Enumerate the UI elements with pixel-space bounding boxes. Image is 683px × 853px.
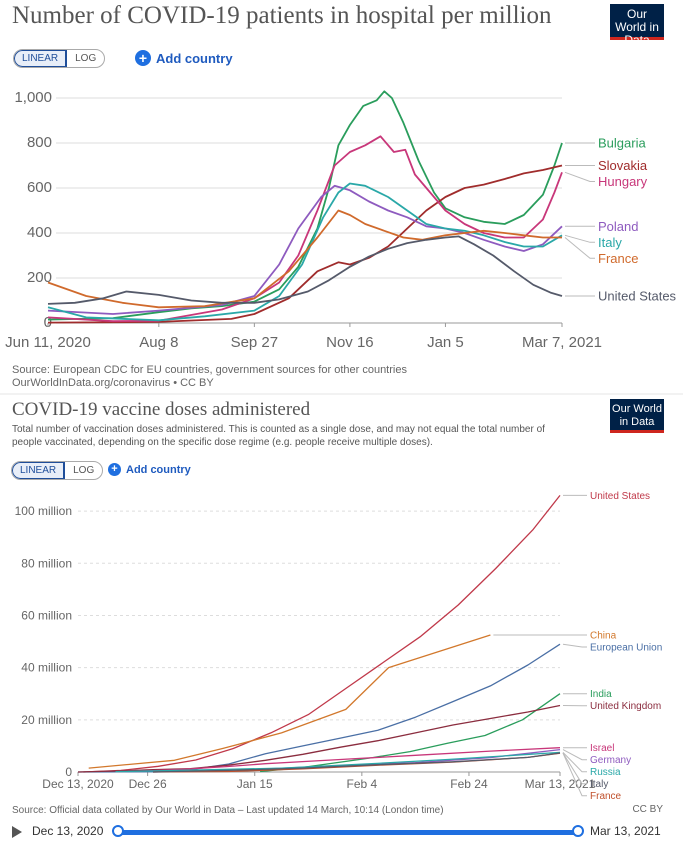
x-tick-label: Nov 16: [326, 334, 374, 351]
series-line-united-states[interactable]: [47, 235, 563, 305]
series-label[interactable]: France: [590, 791, 622, 800]
scale-toggle: LINEAR LOG: [11, 461, 104, 480]
y-tick-label: 100 million: [15, 504, 72, 518]
series-label[interactable]: United Kingdom: [590, 701, 661, 712]
hospital-line-chart[interactable]: 0 200 400 600 800 1,000 Jun 11, 2020 Aug 8 Sep 2…: [0, 0, 683, 360]
x-tick-label: Jan 15: [237, 777, 273, 791]
series-label[interactable]: Germany: [590, 755, 631, 766]
series-label[interactable]: Slovakia: [598, 158, 648, 173]
series-label[interactable]: China: [590, 631, 617, 642]
x-tick-label: Jan 5: [427, 334, 464, 351]
legend-leader-line: [564, 237, 595, 259]
series-label[interactable]: Italy: [590, 779, 608, 790]
panel-divider: [0, 393, 683, 395]
x-tick-label: Dec 26: [129, 777, 167, 791]
y-tick-label: 600: [27, 179, 52, 196]
legend-leader-line: [562, 752, 587, 797]
scale-toggle: LINEAR LOG: [13, 49, 106, 68]
timeline-start-handle[interactable]: [112, 825, 124, 837]
x-tick-label: Aug 8: [139, 334, 178, 351]
plus-icon: +: [135, 50, 151, 66]
hospital-chart-panel: Number of COVID-19 patients in hospital …: [0, 0, 683, 395]
play-icon[interactable]: [12, 826, 22, 838]
series-label[interactable]: India: [590, 689, 612, 700]
series-label[interactable]: European Union: [590, 643, 662, 654]
series-label[interactable]: Bulgaria: [598, 136, 646, 151]
series-label[interactable]: Israel: [590, 743, 614, 754]
series-line-india[interactable]: [260, 693, 561, 773]
series-line-russia[interactable]: [115, 751, 561, 773]
x-tick-label: Mar 7, 2021: [522, 334, 602, 351]
owid-logo[interactable]: Our World in Data: [610, 399, 664, 433]
x-tick-label: Dec 13, 2020: [42, 777, 114, 791]
timeline-track[interactable]: [118, 830, 578, 835]
vaccine-line-chart[interactable]: 0 20 million 40 million 60 million 80 millio…: [0, 395, 683, 800]
series-line-slovakia[interactable]: [47, 164, 563, 324]
series-line-european-union[interactable]: [77, 643, 561, 773]
x-tick-label: Feb 4: [347, 777, 378, 791]
y-tick-label: 60 million: [21, 608, 72, 622]
series-line-bulgaria[interactable]: [47, 90, 563, 321]
x-tick-label: Sep 27: [231, 334, 279, 351]
add-country-button[interactable]: + Add country: [108, 463, 191, 476]
series-label[interactable]: France: [598, 251, 638, 266]
y-tick-label: 0: [65, 765, 72, 779]
license-label[interactable]: CC BY: [632, 804, 663, 815]
series-line-france[interactable]: [47, 209, 562, 309]
add-country-label: Add country: [156, 50, 233, 66]
source-note: Source: Official data collated by Our Wo…: [12, 805, 444, 816]
y-tick-label: 20 million: [21, 713, 72, 727]
plus-icon: +: [108, 463, 121, 476]
timeline-end-handle[interactable]: [572, 825, 584, 837]
y-tick-label: 400: [27, 224, 52, 241]
series-line-china[interactable]: [88, 634, 491, 769]
series-label[interactable]: Italy: [598, 235, 622, 250]
timeline-start-label: Dec 13, 2020: [32, 824, 104, 838]
source-link[interactable]: OurWorldInData.org/coronavirus • CC BY: [12, 377, 214, 389]
add-country-label: Add country: [126, 463, 191, 476]
log-scale-button[interactable]: LOG: [75, 53, 97, 64]
add-country-button[interactable]: + Add country: [135, 50, 233, 66]
series-label[interactable]: United States: [590, 491, 650, 502]
owid-logo[interactable]: Our World in Data: [610, 4, 664, 47]
x-tick-label: Jun 11, 2020: [5, 334, 91, 351]
y-tick-label: 0: [44, 314, 52, 331]
series-line-germany[interactable]: [152, 748, 561, 773]
series-line-united-kingdom[interactable]: [77, 704, 561, 773]
chart-title: Number of COVID-19 patients in hospital …: [12, 2, 552, 29]
series-line-united-states[interactable]: [83, 494, 561, 773]
y-tick-label: 800: [27, 134, 52, 151]
series-label[interactable]: Poland: [598, 219, 638, 234]
series-line-italy[interactable]: [47, 182, 563, 322]
source-note: Source: European CDC for EU countries, g…: [12, 364, 407, 390]
legend-leader-line: [562, 749, 587, 761]
chart-title: COVID-19 vaccine doses administered: [12, 399, 311, 420]
vaccine-chart-panel: COVID-19 vaccine doses administered Tota…: [0, 395, 683, 853]
series-line-italy[interactable]: [152, 752, 561, 773]
x-tick-label: Feb 24: [450, 777, 488, 791]
legend-leader-line: [562, 643, 587, 648]
series-line-hungary[interactable]: [47, 135, 563, 323]
legend-leader-line: [564, 171, 595, 182]
series-label[interactable]: Hungary: [598, 174, 648, 189]
legend-leader-line: [562, 752, 587, 773]
source-text: Source: European CDC for EU countries, g…: [12, 364, 407, 376]
log-scale-button[interactable]: LOG: [73, 465, 95, 476]
timeline-end-label: Mar 13, 2021: [590, 824, 661, 838]
chart-subtitle: Total number of vaccination doses admini…: [12, 424, 545, 448]
series-label[interactable]: United States: [598, 289, 677, 304]
y-tick-label: 40 million: [21, 661, 72, 675]
linear-scale-button[interactable]: LINEAR: [14, 50, 68, 67]
y-tick-label: 1,000: [14, 89, 52, 106]
y-tick-label: 80 million: [21, 556, 72, 570]
legend-leader-line: [562, 752, 587, 785]
linear-scale-button[interactable]: LINEAR: [12, 462, 66, 479]
timeline: Dec 13, 2020 Mar 13, 2021: [0, 823, 683, 843]
legend-leader-line: [564, 234, 595, 243]
y-tick-label: 200: [27, 269, 52, 286]
series-label[interactable]: Russia: [590, 767, 621, 778]
